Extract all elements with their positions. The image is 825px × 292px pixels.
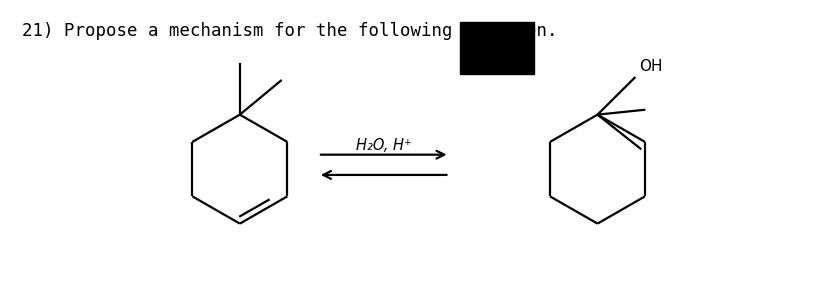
Text: 21) Propose a mechanism for the following reaction.: 21) Propose a mechanism for the followin…: [22, 22, 558, 40]
Text: H₂O, H⁺: H₂O, H⁺: [356, 138, 412, 153]
Text: OH: OH: [639, 59, 663, 74]
Bar: [460, 22, 535, 74]
